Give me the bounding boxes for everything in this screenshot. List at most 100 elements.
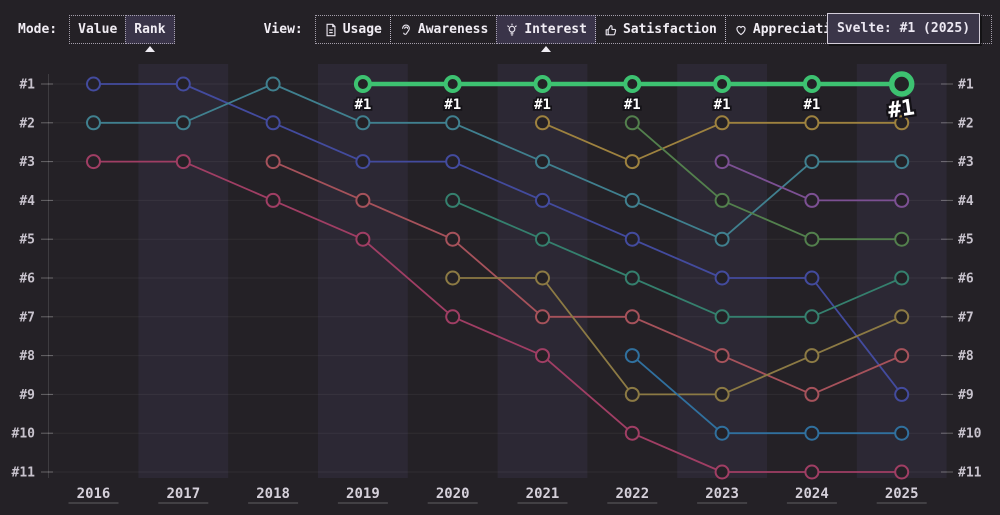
data-point-series-brick[interactable] xyxy=(355,192,371,208)
data-point-series-teal[interactable] xyxy=(175,115,191,131)
data-point-series-magenta[interactable] xyxy=(535,348,550,364)
data-point-series-teal[interactable] xyxy=(804,154,820,170)
data-point-series-olive[interactable] xyxy=(445,270,461,286)
data-point-series-forest[interactable] xyxy=(804,231,820,247)
mode-rank-button[interactable]: Rank xyxy=(125,15,175,52)
data-point-series-brick[interactable] xyxy=(804,386,820,402)
data-point-series-blue[interactable] xyxy=(175,76,191,92)
data-point-series-olive[interactable] xyxy=(804,348,820,364)
data-point-series-blue[interactable] xyxy=(86,76,101,92)
data-point-Svelte[interactable] xyxy=(802,75,821,93)
view-satisfaction-button[interactable]: Satisfaction xyxy=(594,15,726,44)
data-point-series-magenta[interactable] xyxy=(714,464,730,480)
data-point-series-gold[interactable] xyxy=(894,115,910,131)
year-label-2023[interactable]: 2023 xyxy=(705,486,739,502)
year-label-2021[interactable]: 2021 xyxy=(526,486,560,502)
data-point-series-forest[interactable] xyxy=(624,115,640,131)
data-point-series-brick[interactable] xyxy=(714,348,730,364)
series-line-series-forest[interactable] xyxy=(631,121,903,241)
data-point-series-magenta[interactable] xyxy=(894,464,910,480)
data-point-series-olive[interactable] xyxy=(624,386,640,402)
data-point-series-brick[interactable] xyxy=(445,231,461,247)
data-point-series-seagreen[interactable] xyxy=(714,309,730,325)
data-point-series-magenta[interactable] xyxy=(175,154,191,170)
data-point-Svelte[interactable] xyxy=(888,71,915,97)
data-point-series-teal[interactable] xyxy=(894,154,910,170)
data-point-series-seagreen[interactable] xyxy=(894,270,910,286)
data-point-series-steel[interactable] xyxy=(804,425,820,441)
data-point-series-purple[interactable] xyxy=(714,154,730,170)
data-point-series-purple[interactable] xyxy=(894,192,910,208)
data-point-series-blue[interactable] xyxy=(535,192,550,208)
data-point-series-magenta[interactable] xyxy=(355,231,371,247)
data-point-series-magenta[interactable] xyxy=(445,309,461,325)
year-label-2022[interactable]: 2022 xyxy=(615,486,649,502)
data-point-Svelte[interactable] xyxy=(353,75,372,93)
data-point-series-magenta[interactable] xyxy=(804,464,820,480)
view-appreciation-label: Appreciation xyxy=(752,22,847,37)
data-point-series-blue[interactable] xyxy=(804,270,820,286)
data-point-series-steel[interactable] xyxy=(714,425,730,441)
data-point-series-purple[interactable] xyxy=(804,192,820,208)
data-point-series-gold[interactable] xyxy=(535,115,550,131)
year-label-2017[interactable]: 2017 xyxy=(166,486,200,502)
data-point-series-olive[interactable] xyxy=(535,270,550,286)
mode-label: Mode: xyxy=(18,22,58,37)
data-point-Svelte[interactable] xyxy=(533,75,552,93)
series-line-series-seagreen[interactable] xyxy=(451,199,903,318)
year-label-2018[interactable]: 2018 xyxy=(256,486,290,502)
year-label-2016[interactable]: 2016 xyxy=(77,486,111,502)
data-point-series-brick[interactable] xyxy=(624,309,640,325)
data-point-series-blue[interactable] xyxy=(624,231,640,247)
data-point-Svelte[interactable] xyxy=(443,75,462,93)
data-point-series-gold[interactable] xyxy=(714,115,730,131)
data-point-series-gold[interactable] xyxy=(624,154,640,170)
data-point-series-teal[interactable] xyxy=(355,115,371,131)
data-point-Svelte[interactable] xyxy=(713,75,732,93)
series-line-series-brick[interactable] xyxy=(272,160,903,396)
data-point-series-teal[interactable] xyxy=(86,115,101,131)
data-point-Svelte[interactable] xyxy=(623,75,642,93)
mode-value-button[interactable]: Value xyxy=(69,15,127,44)
data-point-series-magenta[interactable] xyxy=(624,425,640,441)
year-label-2019[interactable]: 2019 xyxy=(346,486,380,502)
series-line-series-teal[interactable] xyxy=(92,83,903,241)
lightbulb-icon xyxy=(507,22,518,35)
data-point-series-magenta[interactable] xyxy=(86,154,101,170)
view-usage-button[interactable]: Usage xyxy=(314,15,391,44)
data-point-series-forest[interactable] xyxy=(714,192,730,208)
data-point-series-blue[interactable] xyxy=(714,270,730,286)
rank-label-right: #5 xyxy=(958,233,974,248)
data-point-series-teal[interactable] xyxy=(445,115,461,131)
data-point-series-steel[interactable] xyxy=(624,348,640,364)
data-point-series-blue[interactable] xyxy=(265,115,281,131)
data-point-series-magenta[interactable] xyxy=(265,192,281,208)
data-point-series-gold[interactable] xyxy=(804,115,820,131)
series-line-series-steel[interactable] xyxy=(631,354,903,435)
data-point-series-brick[interactable] xyxy=(535,309,550,325)
data-point-series-brick[interactable] xyxy=(265,154,281,170)
data-point-series-seagreen[interactable] xyxy=(535,231,550,247)
data-point-series-blue[interactable] xyxy=(445,154,461,170)
data-point-series-seagreen[interactable] xyxy=(804,309,820,325)
view-interest-button[interactable]: Interest xyxy=(496,15,596,52)
series-line-series-magenta[interactable] xyxy=(92,160,903,473)
data-point-series-teal[interactable] xyxy=(714,231,730,247)
data-point-series-forest[interactable] xyxy=(894,231,910,247)
data-point-series-teal[interactable] xyxy=(535,154,550,170)
data-point-series-teal[interactable] xyxy=(265,76,281,92)
view-awareness-button[interactable]: Awareness xyxy=(389,15,498,44)
data-point-series-brick[interactable] xyxy=(894,348,910,364)
data-point-series-teal[interactable] xyxy=(624,192,640,208)
data-point-series-seagreen[interactable] xyxy=(624,270,640,286)
year-label-2020[interactable]: 2020 xyxy=(436,486,470,502)
data-point-series-blue[interactable] xyxy=(894,386,910,402)
data-point-series-blue[interactable] xyxy=(355,154,371,170)
data-point-series-olive[interactable] xyxy=(714,386,730,402)
data-point-series-steel[interactable] xyxy=(894,425,910,441)
data-point-series-seagreen[interactable] xyxy=(445,192,461,208)
year-label-2024[interactable]: 2024 xyxy=(795,486,829,502)
rank-label-left: #11 xyxy=(12,466,36,481)
data-point-series-olive[interactable] xyxy=(894,309,910,325)
year-label-2025[interactable]: 2025 xyxy=(885,486,919,502)
